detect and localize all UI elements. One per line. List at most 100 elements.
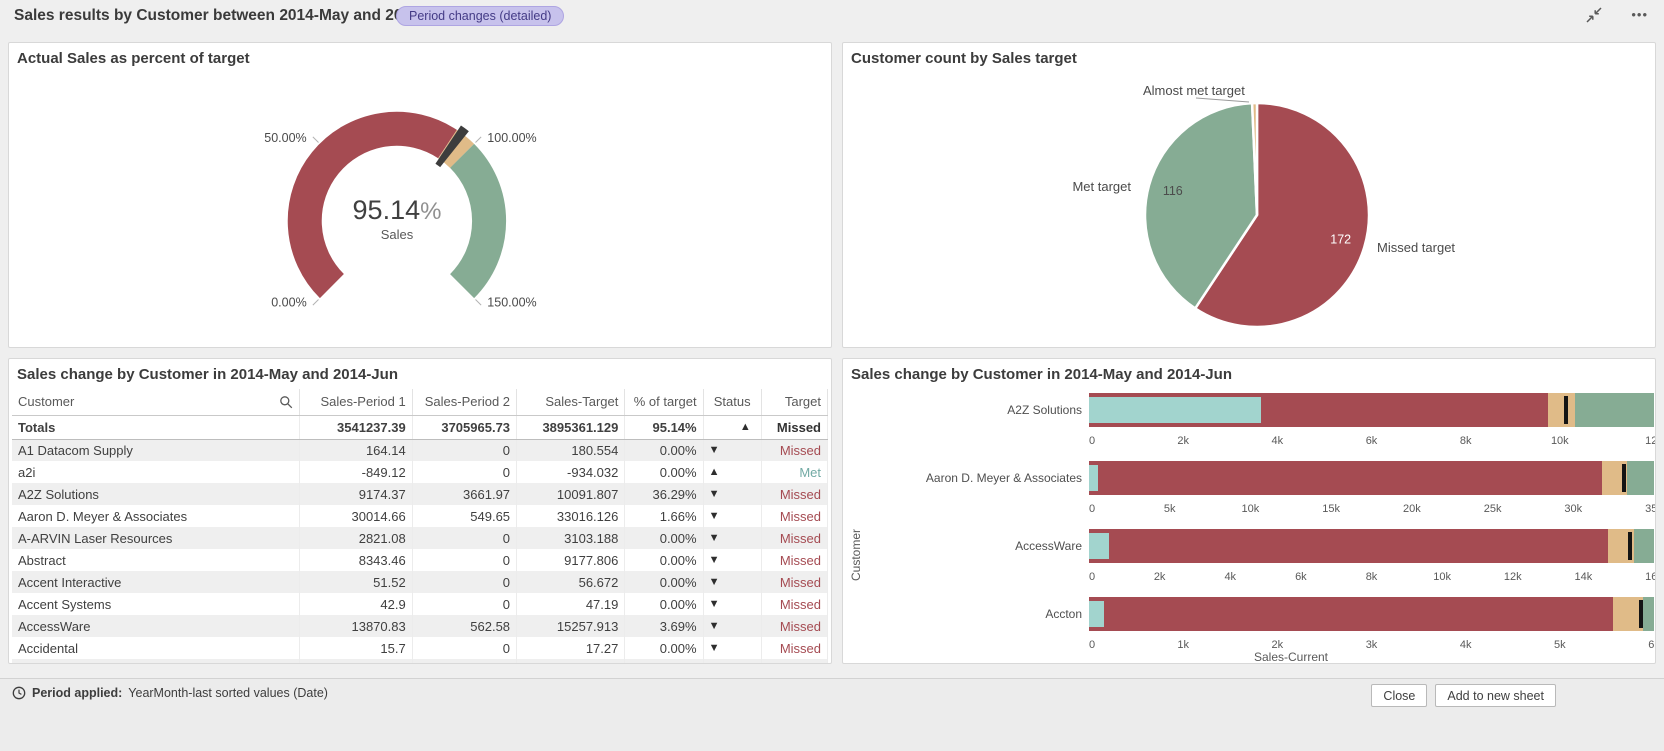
- axis-tick-label: 12k: [1645, 435, 1655, 447]
- bullet-bar[interactable]: [1089, 597, 1654, 631]
- table-row[interactable]: Aaron D. Meyer & Associates 30014.66 549.6…: [12, 505, 829, 527]
- sheet-header: Sales results by Customer between 2014-M…: [0, 0, 1664, 34]
- axis-tick-label: 14k: [1574, 571, 1593, 583]
- axis-tick-label: 20k: [1402, 503, 1421, 515]
- table-row[interactable]: A-ARVIN Laser Resources 2821.08 0 3103.188 0…: [12, 527, 829, 549]
- gauge-panel-title: Actual Sales as percent of target: [17, 50, 250, 67]
- bullet-row: AccessWare 0 2k 4k 6k 8k 10k 12k 14k 16k: [846, 527, 1655, 595]
- bullet-bar[interactable]: [1089, 461, 1654, 495]
- gauge-tick-label: 0.00%: [271, 296, 306, 310]
- axis-tick-label: 0: [1089, 639, 1096, 651]
- almost-met-range: [1548, 393, 1575, 427]
- axis-tick-label: 4k: [1271, 435, 1284, 447]
- gauge-panel: Actual Sales as percent of target 0.00% 5…: [8, 42, 832, 348]
- table-panel: Sales change by Customer in 2014-May and…: [8, 358, 832, 664]
- column-header-5[interactable]: Status: [703, 389, 762, 416]
- clock-icon: [12, 686, 26, 700]
- pie-slice[interactable]: [1250, 101, 1259, 216]
- close-button[interactable]: Close: [1371, 684, 1428, 707]
- pie-chart[interactable]: 172 116: [843, 71, 1655, 347]
- status-up-icon: ▲: [703, 461, 762, 483]
- customer-cell[interactable]: a2i: [12, 461, 301, 483]
- status-down-icon: ▼: [703, 637, 762, 659]
- table-row[interactable]: ▼: [12, 659, 829, 663]
- table-row[interactable]: Accidental 15.7 0 17.27 0.00% ▼ Missed: [12, 637, 829, 659]
- met-range: [1627, 461, 1654, 495]
- customer-cell[interactable]: Aaron D. Meyer & Associates: [12, 505, 301, 527]
- gauge-chart[interactable]: 0.00% 50.00% 100.00% 150.00% 95.14% Sales: [9, 71, 831, 347]
- header-icons: •••: [1585, 6, 1648, 24]
- gauge-measure-label: Sales: [381, 227, 414, 242]
- gauge-segment-red: [287, 111, 457, 299]
- customer-cell[interactable]: Accent Systems: [12, 593, 301, 615]
- table-panel-title: Sales change by Customer in 2014-May and…: [17, 366, 398, 383]
- status-down-icon: ▼: [703, 659, 762, 663]
- pie-panel: Customer count by Sales target 172 116 Al…: [842, 42, 1656, 348]
- bullet-bar[interactable]: [1089, 393, 1654, 427]
- bullet-bar[interactable]: [1089, 529, 1654, 563]
- bullet-axis: 0 2k 4k 6k 8k 10k 12k 14k 16k: [1089, 571, 1655, 585]
- bullet-row: A2Z Solutions 0 2k 4k 6k 8k 10k 12k: [846, 391, 1655, 459]
- column-header-2[interactable]: Sales-Period 2: [412, 389, 518, 416]
- target-marker: [1639, 600, 1644, 628]
- customer-cell[interactable]: Abstract: [12, 549, 301, 571]
- period-badge: Period changes (detailed): [396, 6, 565, 26]
- gauge-segment-green: [449, 143, 507, 299]
- axis-tick-label: 2k: [1271, 639, 1284, 651]
- collapse-arrows-icon[interactable]: [1585, 6, 1603, 24]
- table-row[interactable]: Accent Systems 42.9 0 47.19 0.00% ▼ Missed: [12, 593, 829, 615]
- totals-row: Totals 3541237.39 3705965.73 3895361.129 95.…: [12, 415, 829, 440]
- almost-met-range: [1613, 597, 1643, 631]
- column-header-1[interactable]: Sales-Period 1: [299, 389, 413, 416]
- gauge-tick: [475, 136, 482, 143]
- table-row[interactable]: AccessWare 13870.83 562.58 15257.913 3.69% ▼ M…: [12, 615, 829, 637]
- more-menu-icon[interactable]: •••: [1631, 7, 1648, 22]
- axis-tick-label: 2k: [1153, 571, 1166, 583]
- axis-tick-label: 16k: [1645, 571, 1655, 583]
- bullet-panel: Sales change by Customer in 2014-May and…: [842, 358, 1656, 664]
- status-down-icon: ▼: [703, 615, 762, 637]
- axis-tick-label: 3k: [1365, 639, 1378, 651]
- axis-tick-label: 35k: [1645, 503, 1655, 515]
- status-down-icon: ▼: [703, 439, 762, 461]
- bullet-customer-label: Aaron D. Meyer & Associates: [925, 471, 1082, 485]
- bullet-customer-label: AccessWare: [1015, 539, 1082, 553]
- customer-cell[interactable]: Accidental: [12, 637, 301, 659]
- axis-tick-label: 12k: [1503, 571, 1522, 583]
- column-header-3[interactable]: Sales-Target: [516, 389, 626, 416]
- footer-buttons: Close Add to new sheet: [1371, 684, 1556, 707]
- sales-table: Customer Sales-Period 1 Sales-Period 2 Sale…: [12, 389, 829, 663]
- axis-tick-label: 15k: [1322, 503, 1341, 515]
- customer-cell[interactable]: A1 Datacom Supply: [12, 439, 301, 461]
- pie-slice[interactable]: [1143, 101, 1259, 311]
- customer-cell[interactable]: A2Z Solutions: [12, 483, 301, 505]
- table-row[interactable]: Accent Interactive 51.52 0 56.672 0.00% ▼ Miss…: [12, 571, 829, 593]
- status-down-icon: ▼: [703, 527, 762, 549]
- table-row[interactable]: a2i -849.12 0 -934.032 0.00% ▲ Met: [12, 461, 829, 483]
- add-to-new-sheet-button[interactable]: Add to new sheet: [1435, 684, 1556, 707]
- period-applied: Period applied: YearMonth-last sorted va…: [12, 686, 328, 700]
- customer-cell[interactable]: AccessWare: [12, 615, 301, 637]
- bullet-customer-label: Accton: [1045, 607, 1082, 621]
- customer-cell[interactable]: [12, 659, 301, 663]
- footer-bar: Period applied: YearMonth-last sorted va…: [0, 678, 1664, 751]
- status-up-icon: ▲: [703, 415, 762, 440]
- table-row[interactable]: A2Z Solutions 9174.37 3661.97 10091.807 36.2…: [12, 483, 829, 505]
- period-applied-value: YearMonth-last sorted values (Date): [128, 686, 328, 700]
- axis-tick-label: 10k: [1241, 503, 1260, 515]
- pie-slice-value: 172: [1330, 232, 1351, 246]
- customer-cell[interactable]: Accent Interactive: [12, 571, 301, 593]
- axis-tick-label: 30k: [1564, 503, 1583, 515]
- gauge-tick-label: 150.00%: [487, 296, 536, 310]
- table-row[interactable]: Abstract 8343.46 0 9177.806 0.00% ▼ Missed: [12, 549, 829, 571]
- customer-cell[interactable]: A-ARVIN Laser Resources: [12, 527, 301, 549]
- status-down-icon: ▼: [703, 593, 762, 615]
- column-header-6[interactable]: Target: [761, 389, 829, 416]
- table-row[interactable]: A1 Datacom Supply 164.14 0 180.554 0.00% ▼ Mis…: [12, 439, 829, 461]
- pie-slice[interactable]: [1193, 101, 1371, 329]
- column-header-4[interactable]: % of target: [624, 389, 704, 416]
- axis-tick-label: 10k: [1550, 435, 1569, 447]
- column-header-0[interactable]: Customer: [12, 389, 301, 416]
- search-icon[interactable]: [279, 395, 293, 409]
- x-axis-title: Sales-Current: [1253, 650, 1329, 664]
